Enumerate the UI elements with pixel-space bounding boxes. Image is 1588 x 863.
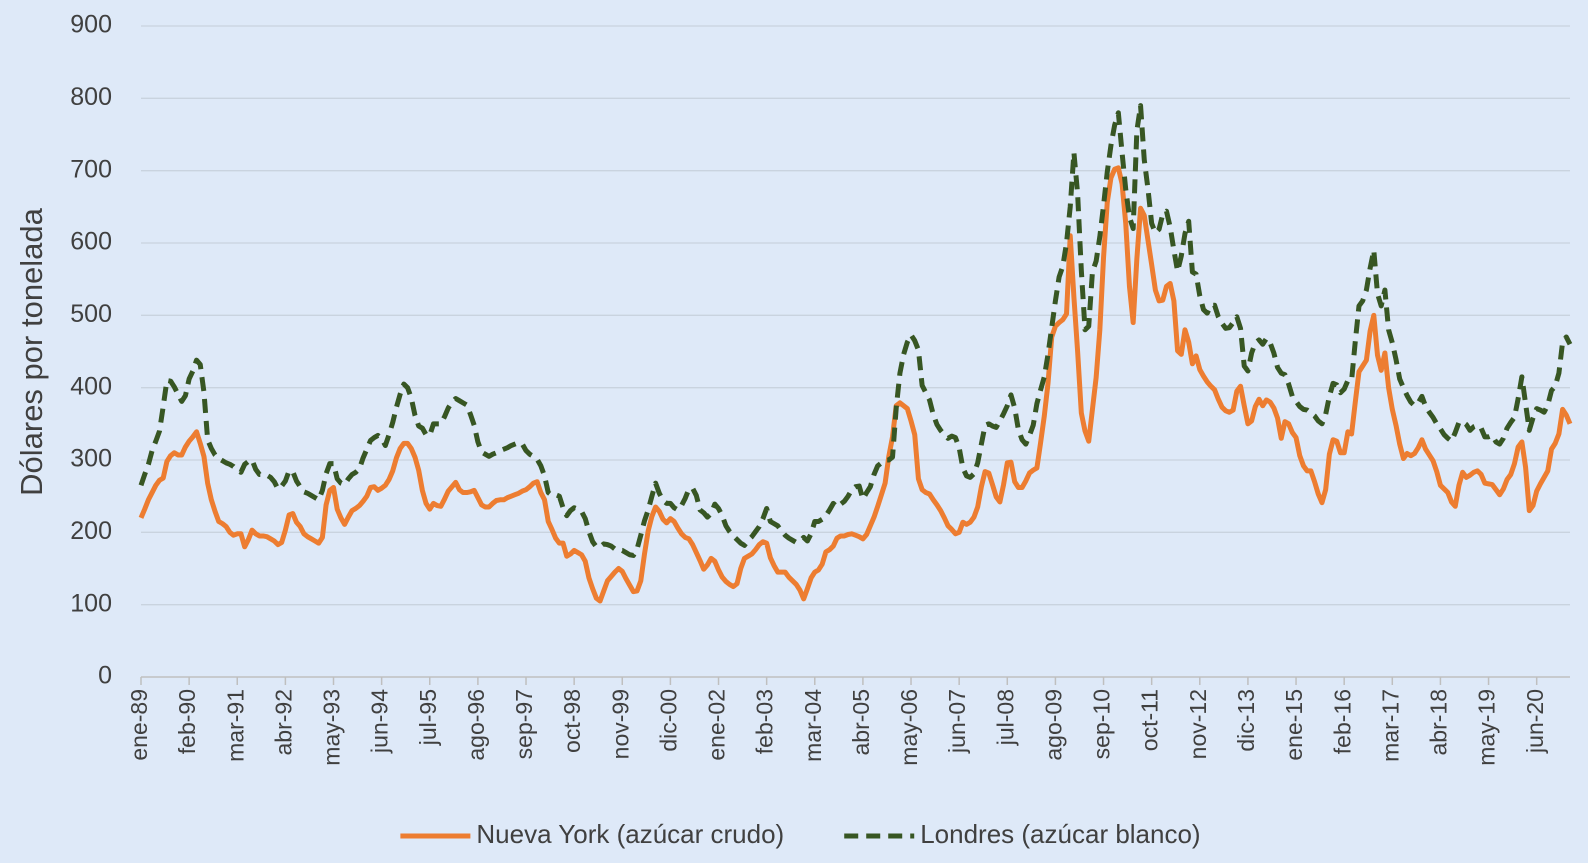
x-tick-label: mar-17 — [1377, 689, 1403, 762]
x-tick-label: ene-15 — [1281, 689, 1307, 761]
y-tick-label: 500 — [70, 300, 112, 328]
x-tick-label: nov-12 — [1185, 689, 1211, 759]
x-tick-label: may-19 — [1474, 689, 1500, 766]
y-axis-title: Dólares por tonelada — [14, 207, 49, 496]
x-tick-label: oct-98 — [559, 689, 585, 753]
x-tick-label: ene-02 — [704, 689, 730, 761]
x-tick-label: dic-13 — [1233, 689, 1259, 752]
x-tick-label: ago-96 — [463, 689, 489, 761]
y-tick-label: 200 — [70, 517, 112, 545]
legend-label: Londres (azúcar blanco) — [920, 819, 1200, 849]
x-tick-label: jun-94 — [367, 689, 393, 754]
y-tick-label: 100 — [70, 589, 112, 617]
x-tick-label: nov-99 — [607, 689, 633, 759]
y-tick-label: 800 — [70, 83, 112, 111]
x-tick-label: sep-97 — [511, 689, 537, 759]
x-tick-label: abr-18 — [1426, 689, 1452, 755]
x-tick-label: dic-00 — [655, 689, 681, 752]
x-tick-label: feb-16 — [1329, 689, 1355, 754]
x-tick-label: jul-08 — [992, 689, 1018, 746]
x-tick-label: abr-92 — [270, 689, 296, 755]
x-tick-label: ene-89 — [126, 689, 152, 761]
legend-label: Nueva York (azúcar crudo) — [476, 819, 784, 849]
x-tick-label: may-06 — [896, 689, 922, 766]
y-tick-label: 0 — [98, 662, 112, 690]
data-line — [138, 103, 1573, 558]
x-tick-label: mar-91 — [222, 689, 248, 762]
x-tick-label: abr-05 — [848, 689, 874, 755]
y-tick-label: 900 — [70, 11, 112, 39]
x-tick-label: oct-11 — [1137, 689, 1163, 751]
x-tick-label: jun-07 — [944, 689, 970, 754]
x-tick-label: jul-95 — [415, 689, 441, 746]
y-tick-label: 400 — [70, 372, 112, 400]
y-tick-label: 600 — [70, 228, 112, 256]
data-line — [138, 165, 1573, 604]
y-tick-label: 700 — [70, 155, 112, 183]
x-tick-label: sep-10 — [1089, 689, 1115, 759]
x-tick-label: may-93 — [319, 689, 345, 766]
x-tick-label: jun-20 — [1522, 689, 1548, 754]
x-tick-label: feb-90 — [174, 689, 200, 754]
legend: Nueva York (azúcar crudo) Londres (azúcar… — [400, 819, 1201, 849]
x-tick-label: ago-09 — [1040, 689, 1066, 761]
x-tick-label: feb-03 — [752, 689, 778, 754]
y-tick-label: 300 — [70, 445, 112, 473]
x-tick-label: mar-04 — [800, 689, 826, 762]
